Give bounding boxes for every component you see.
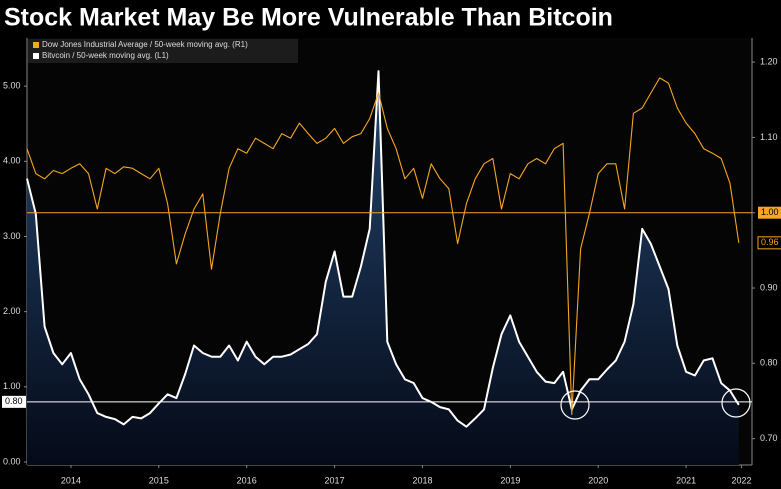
y-tick-label: 4.00	[3, 156, 21, 166]
x-tick-label: 2015	[149, 475, 169, 485]
y2-tick-label: 1.20	[760, 56, 778, 66]
y-tick-label: 3.00	[3, 231, 21, 241]
x-tick-label: 2014	[61, 475, 81, 485]
legend-label: Bitvcoin / 50-week moving avg. (L1)	[42, 51, 169, 60]
legend	[28, 39, 298, 63]
y2-tick-label: 0.90	[760, 282, 778, 292]
y-tick-label: 5.00	[3, 80, 21, 90]
x-tick-label: 2017	[325, 475, 345, 485]
y2-tick-label: 1.10	[760, 132, 778, 142]
x-tick-label: 2020	[588, 475, 608, 485]
reference-label-box	[758, 206, 781, 219]
y2-tick-label: 0.80	[760, 358, 778, 368]
y2-tick-label: 0.70	[760, 433, 778, 443]
annotation-box	[757, 236, 781, 250]
y-tick-label: 1.00	[3, 381, 21, 391]
legend-swatch	[33, 42, 39, 48]
x-tick-label: 2018	[412, 475, 432, 485]
y-tick-label: 2.00	[3, 306, 21, 316]
y-tick-label: 0.00	[3, 456, 21, 466]
highlight-circle	[560, 390, 590, 420]
x-tick-label: 2021	[676, 475, 696, 485]
x-tick-label: 2022	[731, 475, 751, 485]
highlight-circle	[721, 388, 751, 418]
x-tick-label: 2019	[500, 475, 520, 485]
legend-label: Dow Jones Industrial Average / 50-week m…	[42, 40, 248, 49]
reference-label-box	[2, 395, 26, 408]
reference-label: 0.80	[5, 396, 23, 406]
x-tick-label: 2016	[237, 475, 257, 485]
legend-swatch	[33, 53, 39, 59]
reference-label: 1.00	[761, 207, 779, 217]
series-line	[26, 77, 740, 416]
series-line	[26, 70, 740, 428]
chart-title: Stock Market May Be More Vulnerable Than…	[4, 4, 613, 32]
annotation-label: 0.96	[761, 237, 779, 247]
series-area	[27, 71, 739, 465]
